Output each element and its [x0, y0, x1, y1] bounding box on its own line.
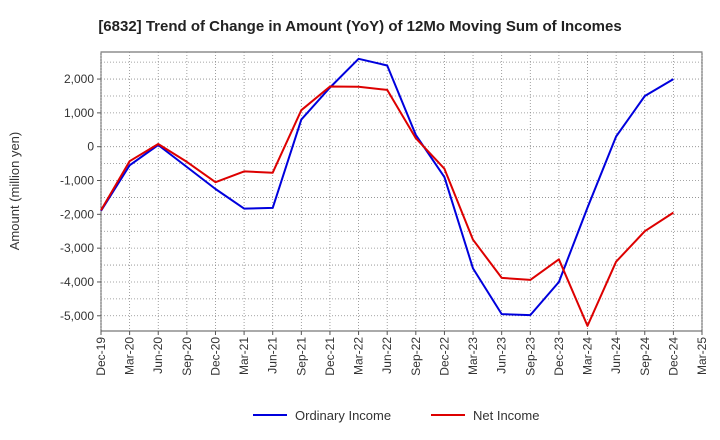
x-tick-label: Sep-21: [294, 337, 308, 376]
x-tick-label: Mar-22: [352, 337, 366, 375]
x-tick-label: Jun-24: [609, 337, 623, 374]
x-tick-label: Jun-22: [380, 337, 394, 374]
x-tick-label: Mar-23: [466, 337, 480, 375]
x-tick-label: Jun-20: [151, 337, 165, 374]
x-tick-label: Sep-24: [638, 337, 652, 376]
x-tick-label: Dec-23: [552, 337, 566, 376]
series-layer: [100, 57, 674, 327]
plot-area: [100, 51, 703, 332]
x-tick-label: Dec-22: [437, 337, 451, 376]
legend-label: Net Income: [473, 408, 539, 423]
plot-border: [100, 51, 703, 332]
x-tick-label: Jun-23: [495, 337, 509, 374]
x-tick-label: Sep-22: [409, 337, 423, 376]
x-tick-label: Mar-24: [581, 337, 595, 375]
legend-net-income: Net Income: [431, 408, 539, 423]
x-tick-label: Dec-20: [208, 337, 222, 376]
y-tick-label: -2,000: [60, 207, 94, 221]
y-tick-label: -1,000: [60, 174, 94, 188]
x-tick-label: Dec-24: [666, 337, 680, 376]
y-tick-label: 1,000: [64, 106, 94, 120]
series-line-ordinary-income: [100, 57, 674, 317]
legend: Ordinary Income Net Income: [253, 408, 539, 423]
chart-title: [6832] Trend of Change in Amount (YoY) o…: [98, 18, 621, 35]
x-tick-label: Mar-20: [123, 337, 137, 375]
x-tick-label: Mar-21: [237, 337, 251, 375]
y-axis-label: Amount (million yen): [7, 132, 22, 251]
y-tick-label: 0: [87, 140, 94, 154]
x-tick-label: Dec-19: [94, 337, 108, 376]
y-tick-label: -3,000: [60, 241, 94, 255]
x-tick-label: Sep-23: [523, 337, 537, 376]
y-tick-label: -4,000: [60, 275, 94, 289]
x-axis: Dec-19 Mar-20 Jun-20 Sep-20 Dec-20 Mar-21 Jun-…: [94, 331, 709, 376]
plot-background: [101, 52, 702, 331]
x-tick-label: Sep-20: [180, 337, 194, 376]
x-tick-label: Dec-21: [323, 337, 337, 376]
y-tick-label: 2,000: [64, 72, 94, 86]
x-tick-label: Mar-25: [695, 337, 709, 375]
series-line-net-income: [100, 85, 674, 327]
y-tick-label: -5,000: [60, 309, 94, 323]
y-axis: 2,000 1,000 0 -1,000 -2,000 -3,000 -4,000 -5,00…: [60, 72, 101, 323]
legend-ordinary-income: Ordinary Income: [253, 408, 391, 423]
legend-label: Ordinary Income: [295, 408, 391, 423]
x-tick-label: Jun-21: [266, 337, 280, 374]
